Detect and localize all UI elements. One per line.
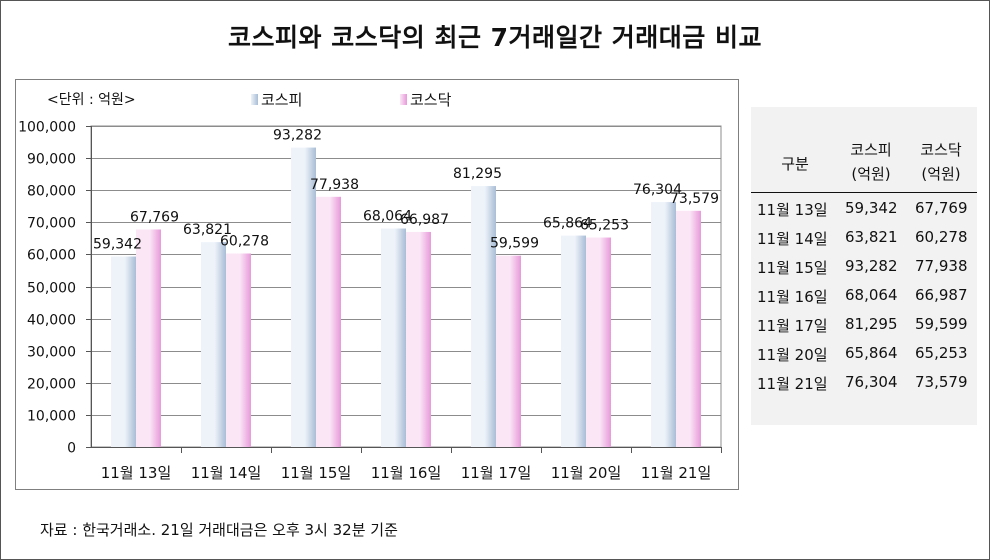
data-label-kospi: 76,304 (633, 182, 682, 198)
table-header-kosdaq: 코스닥 (억원) (909, 138, 973, 186)
table-cell-date: 11월 15일 (757, 259, 828, 277)
y-tick-label: 70,000 (27, 216, 76, 232)
y-tick-label: 20,000 (27, 377, 76, 393)
data-label-kosdaq: 73,579 (670, 191, 719, 207)
y-tick-label: 100,000 (18, 120, 76, 136)
bar-kosdaq (316, 196, 341, 447)
data-label-kospi: 81,295 (453, 166, 502, 182)
bar-kosdaq (406, 231, 431, 447)
table-cell-date: 11월 13일 (757, 201, 828, 219)
table-cell-kosdaq: 60,278 (915, 228, 968, 246)
y-tick-label: 90,000 (27, 152, 76, 168)
table-cell-kosdaq: 77,938 (915, 257, 968, 275)
y-tick-label: 80,000 (27, 184, 76, 200)
x-tick-label: 11월 14일 (191, 464, 262, 482)
table-row: 11월 17일 81,295 59,599 (751, 310, 977, 339)
bar-kosdaq (676, 210, 701, 447)
data-label-kospi: 65,864 (543, 216, 592, 232)
table-row: 11월 15일 93,282 77,938 (751, 252, 977, 281)
bar-kosdaq (226, 253, 251, 447)
table-cell-date: 11월 14일 (757, 230, 828, 248)
chart-title: 코스피와 코스닥의 최근 7거래일간 거래대금 비교 (228, 23, 762, 52)
legend-item-kospi: 코스피 (251, 89, 302, 110)
x-tick-label: 11월 17일 (461, 464, 532, 482)
table-cell-kospi: 76,304 (845, 373, 898, 391)
legend-swatch-kosdaq (400, 94, 407, 105)
table-header-kospi: 코스피 (억원) (839, 138, 903, 186)
table-cell-kospi: 63,821 (845, 228, 898, 246)
table-cell-kospi: 93,282 (845, 257, 898, 275)
bar-kospi (201, 242, 226, 447)
y-tick-label: 0 (67, 441, 76, 457)
table-cell-date: 11월 16일 (757, 288, 828, 306)
table-cell-kosdaq: 65,253 (915, 344, 968, 362)
table-header-category: 구분 (781, 155, 809, 173)
chart-area: 0 10,000 20,000 30,000 40,000 50,000 60,000 70,… (15, 79, 739, 490)
data-label-kosdaq: 66,987 (400, 212, 449, 228)
source-note: 자료 : 한국거래소. 21일 거래대금은 오후 3시 32분 기준 (40, 521, 398, 539)
bar-kospi (561, 235, 586, 447)
bar-kospi (471, 186, 496, 447)
data-label-kospi: 63,821 (183, 222, 232, 238)
bar-chart: 0 10,000 20,000 30,000 40,000 50,000 60,000 70,… (18, 120, 722, 482)
y-tick-label: 50,000 (27, 281, 76, 297)
legend-swatch-kospi (251, 94, 258, 105)
table-cell-kosdaq: 67,769 (915, 199, 968, 217)
table-cell-kosdaq: 73,579 (915, 373, 968, 391)
table-cell-kospi: 68,064 (845, 286, 898, 304)
table-cell-kospi: 65,864 (845, 344, 898, 362)
data-label-kospi: 68,064 (363, 209, 412, 225)
data-label-kosdaq: 65,253 (580, 218, 629, 234)
y-tick-label: 40,000 (27, 313, 76, 329)
data-label-kosdaq: 77,938 (310, 177, 359, 193)
table-cell-kospi: 81,295 (845, 315, 898, 333)
legend-label-kospi: 코스피 (261, 91, 303, 109)
table-header-kosdaq-name: 코스닥 (920, 141, 962, 159)
table-row: 11월 13일 59,342 67,769 (751, 194, 977, 223)
bar-kosdaq (586, 237, 611, 447)
data-label-kosdaq: 60,278 (220, 234, 269, 250)
data-label-kosdaq: 59,599 (490, 236, 539, 252)
y-tick-label: 10,000 (27, 409, 76, 425)
table-header-kospi-unit: (억원) (851, 165, 891, 183)
bar-kospi (651, 202, 676, 447)
x-tick-label: 11월 13일 (101, 464, 172, 482)
bar-kospi (381, 228, 406, 447)
data-table: 구분 코스피 (억원) 코스닥 (억원) 11월 13일 59,342 67,769… (751, 107, 977, 425)
x-tick-label: 11월 21일 (641, 464, 712, 482)
table-cell-kospi: 59,342 (845, 199, 898, 217)
table-row: 11월 16일 68,064 66,987 (751, 281, 977, 310)
unit-label: <단위 : 억원> (47, 92, 136, 108)
table-row: 11월 20일 65,864 65,253 (751, 339, 977, 368)
table-header-kospi-name: 코스피 (850, 141, 892, 159)
table-cell-date: 11월 21일 (757, 375, 828, 393)
bar-kosdaq (496, 255, 521, 447)
legend-item-kosdaq: 코스닥 (400, 89, 451, 110)
y-tick-label: 60,000 (27, 248, 76, 264)
data-label-kosdaq: 67,769 (130, 209, 179, 225)
x-tick-label: 11월 15일 (281, 464, 352, 482)
bar-kospi (291, 147, 316, 447)
bar-kosdaq (136, 229, 161, 447)
x-tick-label: 11월 20일 (551, 464, 622, 482)
data-label-kospi: 93,282 (273, 128, 322, 144)
data-label-kospi: 59,342 (93, 237, 142, 253)
legend-label-kosdaq: 코스닥 (410, 91, 452, 109)
table-row: 11월 21일 76,304 73,579 (751, 368, 977, 397)
table-cell-date: 11월 17일 (757, 317, 828, 335)
table-header-divider (751, 192, 977, 193)
table-cell-date: 11월 20일 (757, 346, 828, 364)
table-row: 11월 14일 63,821 60,278 (751, 223, 977, 252)
bar-kospi (111, 256, 136, 447)
table-cell-kosdaq: 66,987 (915, 286, 968, 304)
table-header-kosdaq-unit: (억원) (921, 165, 961, 183)
y-tick-label: 30,000 (27, 345, 76, 361)
table-cell-kosdaq: 59,599 (915, 315, 968, 333)
x-tick-label: 11월 16일 (371, 464, 442, 482)
